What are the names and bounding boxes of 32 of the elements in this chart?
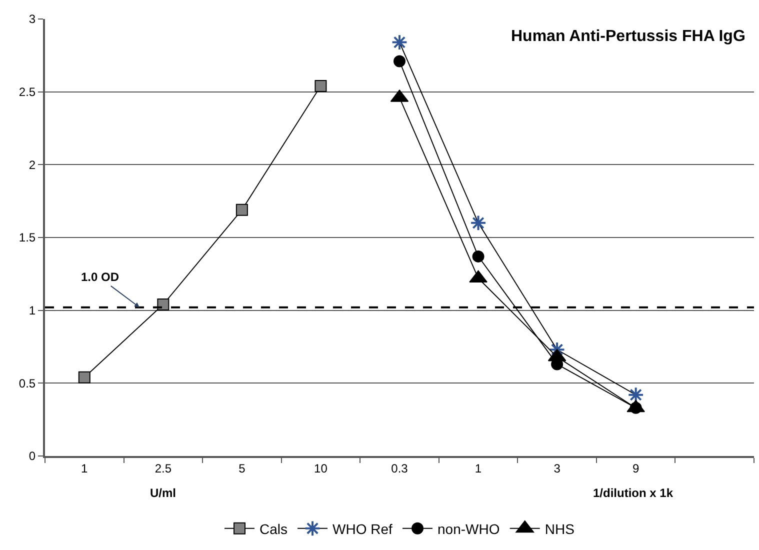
text: Human Anti-Pertussis FHA IgG <box>511 28 746 45</box>
point <box>394 55 406 68</box>
point <box>157 298 170 311</box>
point <box>472 250 484 262</box>
y-tick-label: 3 <box>28 12 36 26</box>
text: 1/dilution x 1k <box>593 486 674 500</box>
y-tick-label: 0 <box>28 449 36 464</box>
legend-label: WHO Ref <box>332 520 393 537</box>
point <box>470 214 486 232</box>
point <box>314 80 327 92</box>
legend-label: NHS <box>544 520 574 537</box>
point <box>391 34 408 51</box>
x-tick-label: 10 <box>314 461 328 476</box>
legend-label: Cals <box>260 520 288 537</box>
text: U/ml <box>150 486 176 500</box>
y-tick-label: 2.5 <box>18 85 36 100</box>
x-tick-label: 5 <box>238 461 246 476</box>
x-tick-label: 3 <box>554 461 561 476</box>
ref-line-label: 1.0 OD <box>81 270 120 284</box>
x-tick-label: 0.3 <box>391 461 408 476</box>
y-tick-label: 0.5 <box>18 376 36 390</box>
point <box>628 386 644 404</box>
y-tick-label: 1 <box>28 304 36 318</box>
y-tick-label: 2 <box>28 158 36 172</box>
x-tick-label: 1 <box>474 461 482 476</box>
y-tick-label: 1.5 <box>18 230 36 245</box>
x-tick-label: 1 <box>81 461 88 476</box>
x-tick-label: 9 <box>632 461 640 476</box>
point <box>78 371 90 384</box>
legend-label: non-WHO <box>438 520 500 537</box>
point <box>236 204 248 216</box>
x-tick-label: 2.5 <box>154 461 172 476</box>
